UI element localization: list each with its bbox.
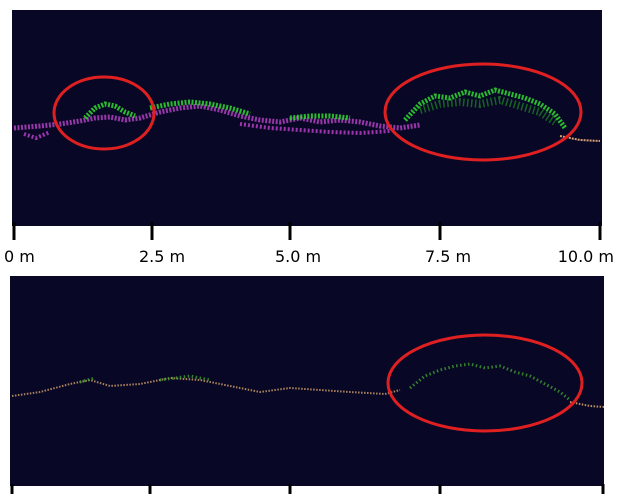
scale-label: 0 m bbox=[4, 247, 35, 266]
scale-label: 2.5 m bbox=[139, 247, 185, 266]
bottom-panel bbox=[10, 276, 604, 494]
scale-label: 7.5 m bbox=[425, 247, 471, 266]
scale-label: 10.0 m bbox=[558, 247, 614, 266]
panel-background bbox=[10, 276, 604, 486]
page: 0 m 2.5 m 5.0 m 7.5 m 10.0 m (() => { co… bbox=[0, 0, 617, 494]
scale-label: 5.0 m bbox=[275, 247, 321, 266]
scale-bar: 0 m 2.5 m 5.0 m 7.5 m 10.0 m bbox=[4, 222, 614, 266]
figure: 0 m 2.5 m 5.0 m 7.5 m 10.0 m bbox=[0, 0, 617, 494]
top-panel bbox=[12, 10, 602, 226]
